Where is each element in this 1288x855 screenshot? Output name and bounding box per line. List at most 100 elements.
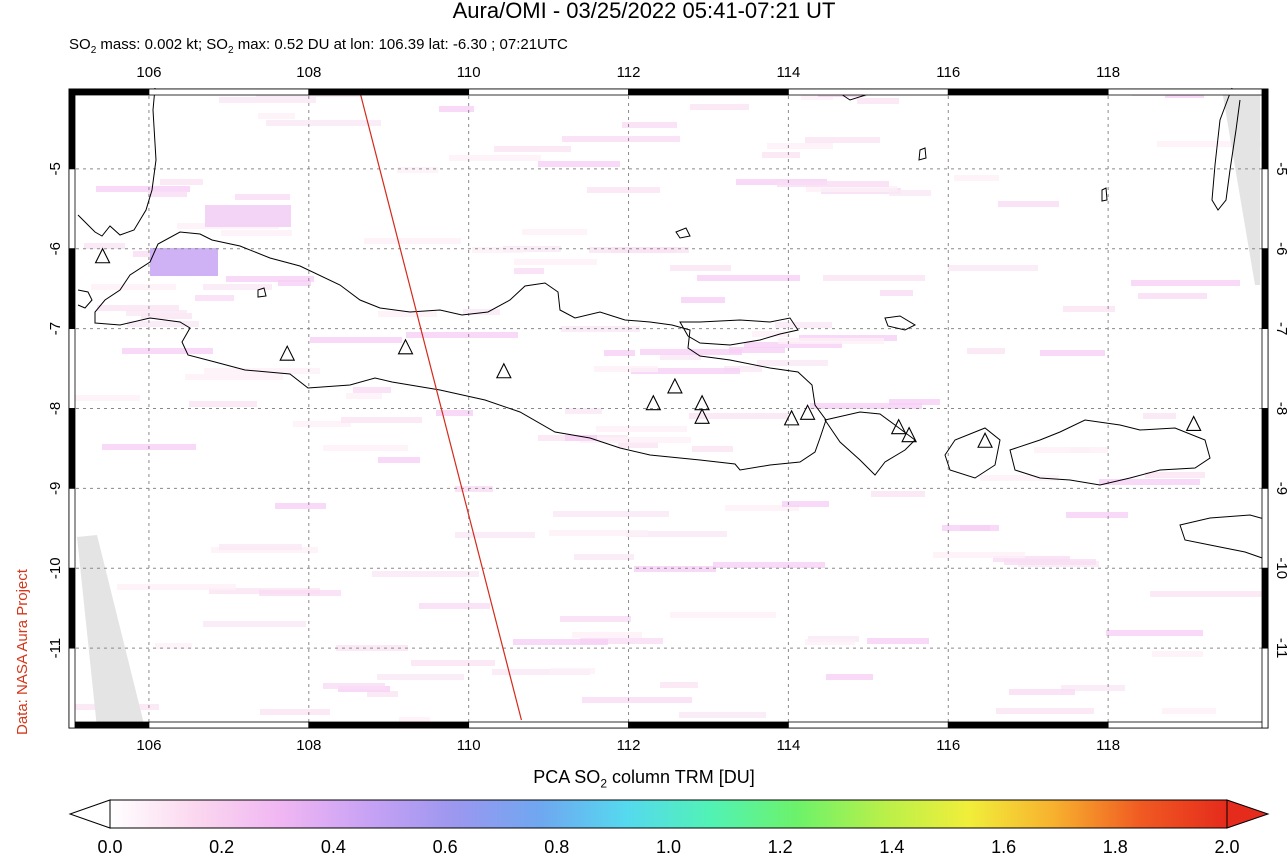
frame-bar-bottom: [947, 721, 1109, 729]
frame-bar-right: [1261, 328, 1269, 409]
so2-max-pixel: [150, 248, 218, 276]
pixel-streak: [889, 399, 940, 405]
pixel-streak: [867, 638, 929, 644]
frame-bar-bottom: [68, 721, 150, 729]
pixel-streak: [767, 143, 833, 149]
pixel-streak: [117, 584, 236, 590]
orbit-track-line: [358, 88, 523, 721]
frame-bar-top: [148, 88, 310, 96]
colorbar-tick-label: 1.0: [656, 837, 681, 855]
pixel-streak: [561, 326, 640, 332]
pixel-streak: [195, 295, 234, 301]
coast-sumatra: [77, 87, 157, 237]
pixel-streak: [729, 347, 785, 353]
pixel-streak: [589, 247, 689, 253]
pixel-streak: [775, 322, 832, 328]
colorbar-title: PCA SO2 column TRM [DU]: [533, 767, 755, 791]
colorbar-arrow-high: [1226, 799, 1270, 829]
pixel-streak: [574, 554, 634, 560]
volcano-marker: [694, 394, 710, 411]
frame-bar-left: [68, 487, 76, 569]
pixel-streak: [397, 167, 438, 173]
pixel-streak: [681, 297, 725, 303]
colorbar-tick-label: 0.4: [321, 837, 346, 855]
coast-islet-1: [675, 227, 691, 239]
pixel-streak: [752, 331, 790, 337]
pixel-streak: [640, 349, 742, 355]
pixel-streak: [553, 511, 669, 517]
lon-tick-label-top: 116: [936, 64, 960, 81]
pixel-streak: [670, 265, 731, 271]
frame-bar-right: [1261, 88, 1269, 170]
pixel-streak: [801, 94, 833, 100]
pixel-streak: [293, 421, 351, 427]
pixel-streak: [572, 632, 642, 638]
frame-bar-top: [308, 88, 470, 96]
pixel-streak: [372, 571, 479, 577]
pixel-streak: [538, 161, 620, 167]
pixel-streak: [996, 708, 1094, 714]
volcano-marker: [783, 409, 800, 426]
pixel-streak: [494, 146, 571, 152]
pixel-streak: [1040, 350, 1105, 356]
pixel-streak: [697, 275, 800, 281]
frame-bar-right: [1261, 408, 1269, 489]
pixel-streak: [221, 230, 292, 236]
lon-tick-label-bottom: 108: [296, 737, 321, 754]
pixel-streak: [762, 152, 800, 158]
pixel-streak: [1162, 708, 1216, 714]
pixel-streak: [948, 265, 1038, 271]
pixel-streak: [411, 660, 495, 666]
volcano-marker: [279, 344, 296, 361]
lon-tick-label-top: 112: [617, 64, 641, 81]
lon-tick-label-top: 118: [1096, 64, 1120, 81]
colorbar-tick-label: 1.6: [991, 837, 1016, 855]
so2-map[interactable]: 106 106 108 108 110 110 112 112 114 114 116 116 118 1…: [0, 0, 1288, 760]
pixel-streak: [560, 616, 631, 622]
pixel-streak: [805, 639, 855, 645]
pixel-streak: [806, 186, 897, 192]
lat-tick-label-right: -5: [1273, 162, 1288, 175]
lon-tick-label-bottom: 116: [936, 737, 960, 754]
pixel-streak: [618, 442, 658, 448]
pixel-streak: [275, 503, 326, 509]
frame-bar-top: [468, 88, 629, 96]
orbit-track: [358, 88, 523, 721]
pixel-streak: [889, 190, 931, 196]
pixel-streak: [364, 238, 461, 244]
pixel-streak: [810, 403, 922, 409]
coastlines: [77, 87, 1269, 561]
lat-tick-label-left: -5: [47, 162, 64, 175]
lon-tick-label-top: 108: [296, 64, 321, 81]
lat-tick-label-left: -10: [47, 557, 64, 579]
grid-lines: [69, 89, 1268, 728]
nodata-layer: [77, 90, 1260, 728]
pixel-streak: [960, 525, 999, 531]
pixel-streak: [778, 338, 884, 344]
frame-bar-bottom: [788, 721, 949, 729]
volcano-marker: [397, 338, 414, 355]
frame-bar-right: [1261, 487, 1269, 569]
frame-bar-bottom: [468, 721, 629, 729]
frame-bar-left: [68, 168, 76, 250]
frame-bar-left: [68, 88, 76, 170]
pixel-streak: [419, 603, 490, 609]
coast-islet-2: [257, 287, 267, 298]
colorbar-tick-label: 1.2: [768, 837, 793, 855]
pixel-streak: [97, 305, 179, 311]
lat-tick-label-right: -11: [1273, 638, 1288, 659]
pixel-streak: [155, 643, 192, 649]
frame-bar-top: [1107, 88, 1269, 96]
pixel-streak: [399, 717, 430, 723]
pixel-streak: [631, 368, 740, 374]
pixel-streak: [346, 393, 382, 399]
pixel-streak: [857, 98, 899, 104]
volcano-marker: [495, 362, 512, 379]
pixel-streak: [1145, 472, 1205, 478]
pixel-streak: [1009, 689, 1075, 695]
pixel-streak: [980, 475, 1059, 481]
pixel-streak: [203, 284, 272, 290]
pixel-streak: [514, 268, 544, 274]
pixel-streak: [1034, 447, 1090, 453]
pixel-streak: [189, 401, 257, 407]
